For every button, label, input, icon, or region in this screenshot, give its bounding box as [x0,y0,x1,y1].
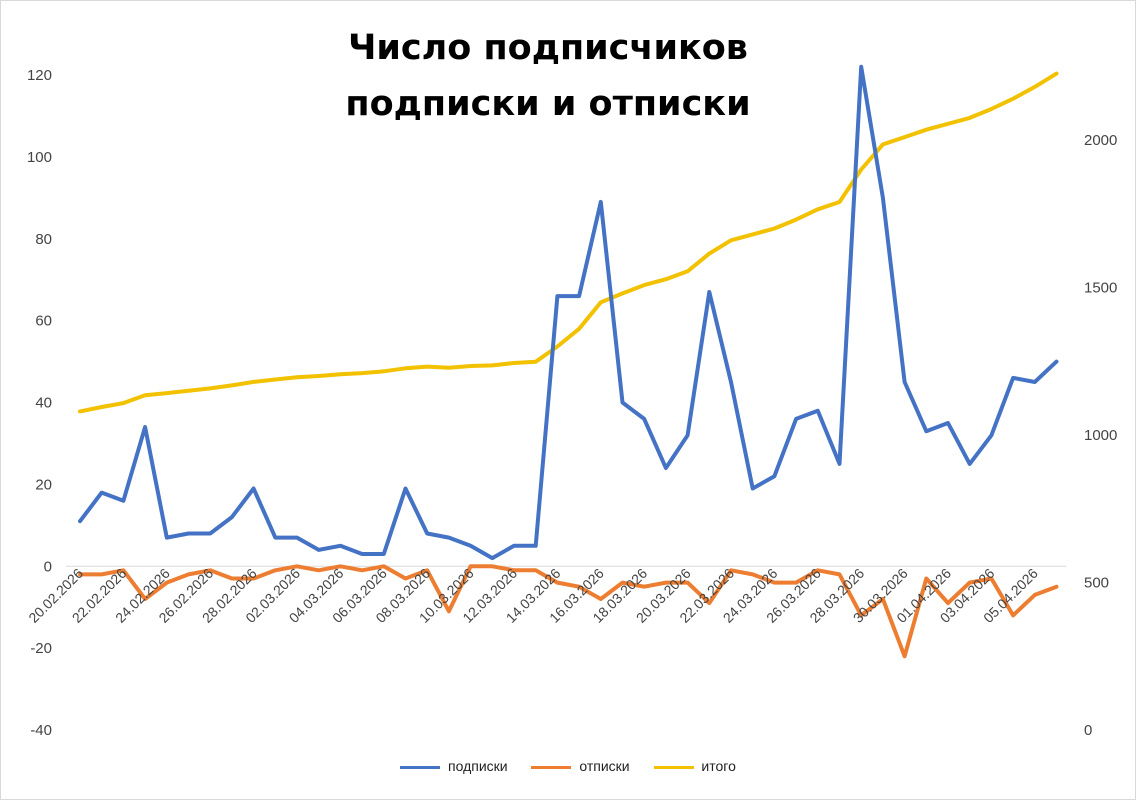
left-tick-label: 100 [27,149,52,166]
left-tick-label: 60 [35,313,52,330]
left-axis: -40 -20 0 20 40 60 80 100 120 [27,67,52,739]
legend-swatch-total [653,765,694,769]
series-lines [78,64,1059,659]
left-tick-label: -40 [30,722,52,739]
left-tick-label: 40 [35,395,52,412]
legend-swatch-subscriptions [400,765,441,769]
right-tick-label: 2000 [1084,132,1117,149]
chart-subtitle: подписки и отписки [345,84,751,124]
right-tick-label: 500 [1084,575,1109,592]
legend-swatch-unsubscriptions [531,765,572,769]
left-tick-label: 80 [35,231,52,248]
chart-title: Число подписчиков [348,28,748,68]
right-tick-label: 1500 [1084,280,1117,297]
legend-item-subscriptions: подписки [400,758,508,774]
legend-item-total: итого [653,758,736,774]
series-line-subscriptions [78,64,1059,561]
left-tick-label: 20 [35,476,52,493]
legend-item-unsubscriptions: отписки [531,758,630,774]
left-tick-label: 0 [44,558,52,575]
left-tick-label: 120 [27,67,52,84]
right-tick-label: 1000 [1084,427,1117,444]
series-line-unsubscriptions [78,564,1059,659]
legend: подписки отписки итого [0,758,1136,774]
chart-title-box: Число подписчиков подписки и отписки [338,20,758,132]
left-tick-label: -20 [30,640,52,657]
legend-label-unsubscriptions: отписки [579,758,630,774]
right-axis: 0 500 1000 1500 2000 [1084,132,1117,739]
legend-label-total: итого [701,758,736,774]
right-tick-label: 0 [1084,722,1092,739]
legend-label-subscriptions: подписки [448,758,508,774]
series-line-total [78,71,1059,414]
